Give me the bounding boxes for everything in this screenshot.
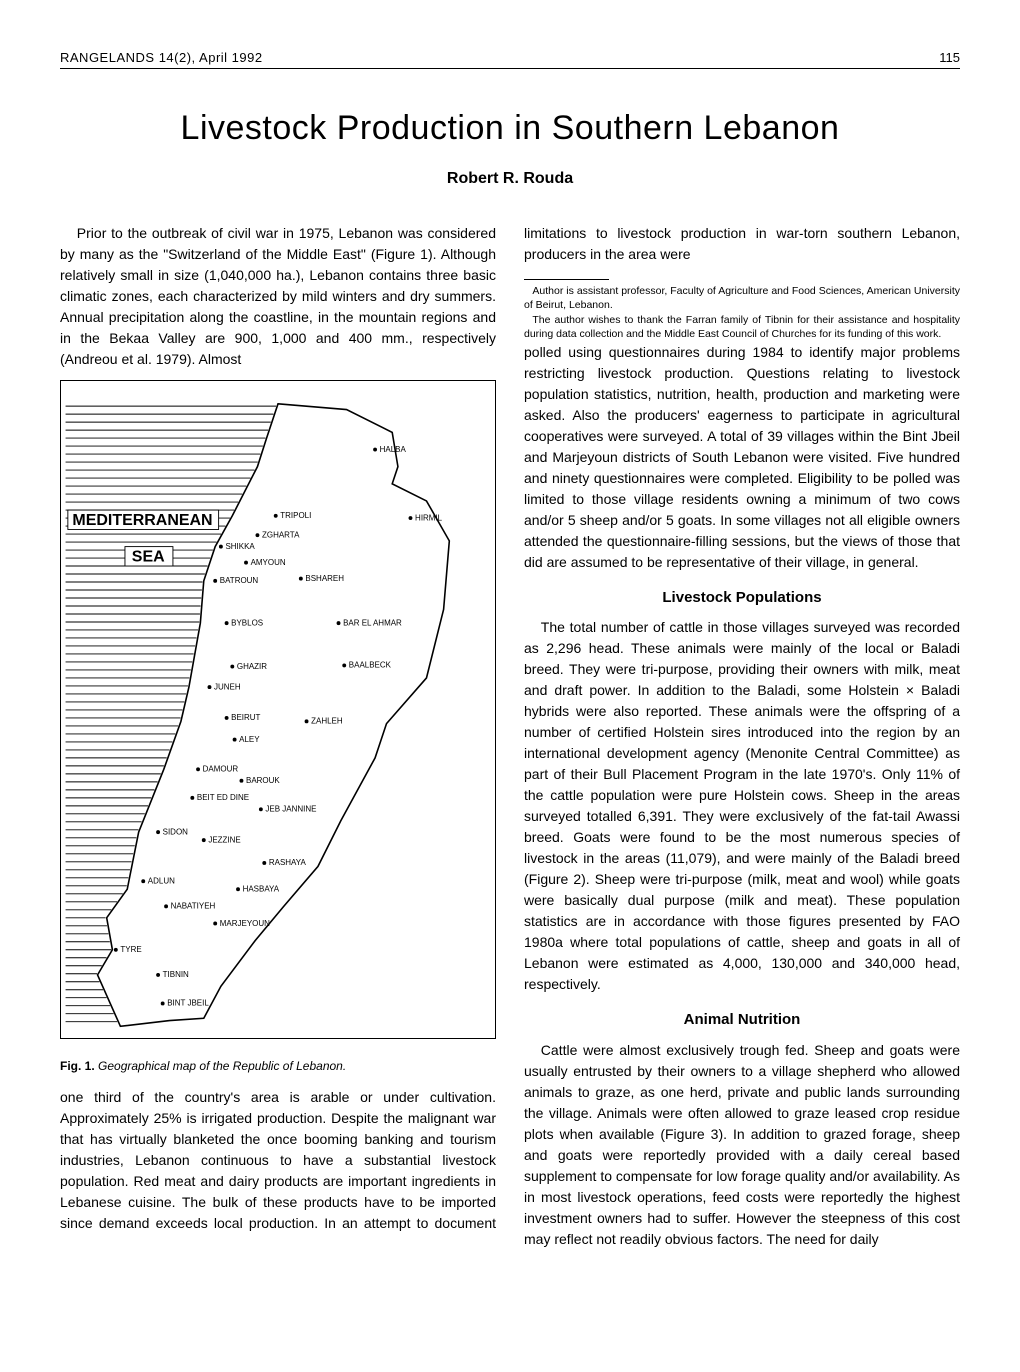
section-heading-livestock-populations: Livestock Populations (524, 587, 960, 610)
svg-text:BSHAREH: BSHAREH (305, 574, 344, 583)
svg-text:BATROUN: BATROUN (220, 576, 259, 585)
svg-text:BEIT ED DINE: BEIT ED DINE (197, 793, 249, 802)
svg-text:TRIPOLI: TRIPOLI (280, 511, 311, 520)
svg-text:HALBA: HALBA (380, 445, 407, 454)
livestock-populations-paragraph: The total number of cattle in those vill… (524, 617, 960, 995)
svg-text:SEA: SEA (132, 548, 165, 565)
svg-text:MARJEYOUN: MARJEYOUN (220, 919, 270, 928)
svg-text:AMYOUN: AMYOUN (251, 558, 286, 567)
svg-text:BAALBECK: BAALBECK (349, 661, 392, 670)
figure-1-label: Fig. 1. (60, 1059, 95, 1073)
page-header: RANGELANDS 14(2), April 1992 115 (60, 50, 960, 69)
article-title: Livestock Production in Southern Lebanon (60, 109, 960, 148)
svg-text:NABATIYEH: NABATIYEH (171, 902, 216, 911)
footnote-acknowledgment: The author wishes to thank the Farran fa… (524, 314, 960, 341)
svg-text:ALEY: ALEY (239, 735, 260, 744)
svg-text:HIRMIL: HIRMIL (415, 513, 443, 522)
svg-text:SIDON: SIDON (163, 827, 189, 836)
svg-text:ZAHLEH: ZAHLEH (311, 717, 343, 726)
svg-text:JEB JANNINE: JEB JANNINE (265, 805, 316, 814)
svg-text:SHIKKA: SHIKKA (225, 542, 255, 551)
column2-continuation-paragraph: polled using questionnaires during 1984 … (524, 342, 960, 573)
figure-1-caption-text: Geographical map of the Republic of Leba… (95, 1059, 347, 1073)
svg-text:GHAZIR: GHAZIR (237, 662, 267, 671)
journal-reference: RANGELANDS 14(2), April 1992 (60, 50, 263, 65)
svg-text:DAMOUR: DAMOUR (203, 765, 239, 774)
figure-1-caption: Fig. 1. Geographical map of the Republic… (60, 1057, 496, 1075)
svg-text:ADLUN: ADLUN (148, 877, 175, 886)
svg-text:TIBNIN: TIBNIN (163, 970, 189, 979)
article-body: Prior to the outbreak of civil war in 19… (60, 223, 960, 1250)
svg-text:BAR EL AHMAR: BAR EL AHMAR (343, 618, 402, 627)
animal-nutrition-paragraph: Cattle were almost exclusively trough fe… (524, 1040, 960, 1250)
svg-text:BAROUK: BAROUK (246, 776, 280, 785)
figure-1-map: MEDITERRANEAN SEA MEDITERRANEAN SEA HALB… (60, 380, 496, 1039)
section-heading-animal-nutrition: Animal Nutrition (524, 1009, 960, 1032)
footnote-author-affiliation: Author is assistant professor, Faculty o… (524, 285, 960, 312)
svg-text:MEDITERRANEAN: MEDITERRANEAN (72, 512, 212, 529)
svg-text:BYBLOS: BYBLOS (231, 618, 263, 627)
svg-text:RASHAYA: RASHAYA (269, 858, 307, 867)
svg-text:ZGHARTA: ZGHARTA (262, 530, 300, 539)
svg-text:BEIRUT: BEIRUT (231, 713, 260, 722)
page-number: 115 (939, 50, 960, 65)
intro-paragraph: Prior to the outbreak of civil war in 19… (60, 223, 496, 370)
svg-text:BINT JBEIL: BINT JBEIL (167, 999, 209, 1008)
svg-text:HASBAYA: HASBAYA (243, 885, 280, 894)
lebanon-map-svg: MEDITERRANEAN SEA MEDITERRANEAN SEA HALB… (61, 381, 495, 1038)
svg-text:JUNEH: JUNEH (214, 682, 241, 691)
svg-text:TYRE: TYRE (120, 945, 141, 954)
footnote-separator (524, 279, 609, 280)
svg-text:JEZZINE: JEZZINE (208, 835, 240, 844)
author-name: Robert R. Rouda (60, 170, 960, 188)
